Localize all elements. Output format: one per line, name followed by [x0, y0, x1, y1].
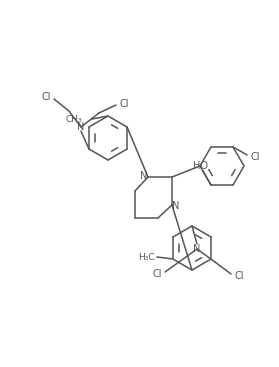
Text: Cl: Cl	[250, 152, 260, 162]
Text: Cl: Cl	[41, 92, 51, 102]
Text: N: N	[140, 171, 148, 181]
Text: N: N	[193, 244, 201, 254]
Text: Cl: Cl	[234, 271, 244, 281]
Text: N: N	[172, 201, 180, 211]
Text: HO: HO	[193, 161, 208, 171]
Text: N: N	[77, 122, 85, 132]
Text: H₃C: H₃C	[138, 252, 155, 262]
Text: Cl: Cl	[152, 269, 162, 279]
Text: CH₃: CH₃	[65, 115, 82, 124]
Text: Cl: Cl	[119, 99, 129, 109]
